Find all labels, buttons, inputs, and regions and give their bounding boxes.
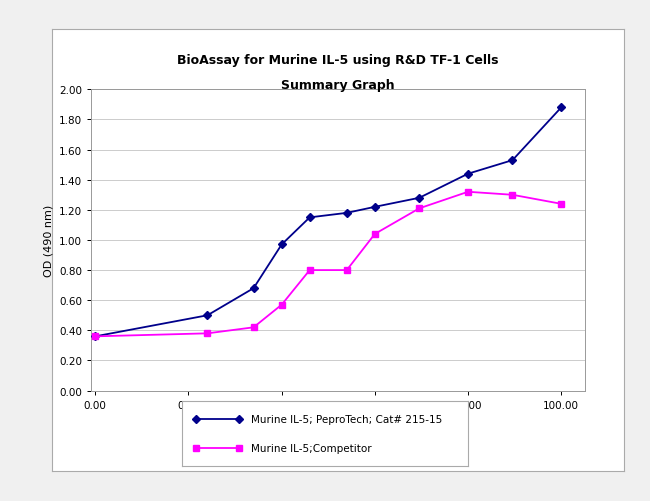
Murine IL-5; PeproTech; Cat# 215-15 [508,158,516,164]
Text: Summary Graph: Summary Graph [281,79,395,92]
Text: Murine IL-5;Competitor: Murine IL-5;Competitor [251,443,371,453]
Murine IL-5;Competitor [464,189,472,195]
Line: Murine IL-5;Competitor: Murine IL-5;Competitor [92,189,564,340]
Murine IL-5; PeproTech; Cat# 215-15 [464,171,472,177]
Murine IL-5;Competitor [557,201,565,207]
Murine IL-5;Competitor [415,206,423,212]
Murine IL-5; PeproTech; Cat# 215-15 [203,313,211,319]
Murine IL-5;Competitor [371,231,379,237]
Text: BioAssay for Murine IL-5 using R&D TF-1 Cells: BioAssay for Murine IL-5 using R&D TF-1 … [177,54,499,67]
Murine IL-5; PeproTech; Cat# 215-15 [557,105,565,111]
Line: Murine IL-5; PeproTech; Cat# 215-15: Murine IL-5; PeproTech; Cat# 215-15 [92,105,564,340]
Murine IL-5;Competitor [278,302,285,308]
Text: Murine IL-5; PeproTech; Cat# 215-15: Murine IL-5; PeproTech; Cat# 215-15 [251,414,442,424]
Murine IL-5; PeproTech; Cat# 215-15 [415,195,423,201]
Murine IL-5; PeproTech; Cat# 215-15 [250,286,257,292]
Murine IL-5;Competitor [250,325,257,331]
Murine IL-5; PeproTech; Cat# 215-15 [92,334,99,340]
Murine IL-5; PeproTech; Cat# 215-15 [371,204,379,210]
Murine IL-5;Competitor [92,334,99,340]
Murine IL-5;Competitor [203,331,211,337]
Murine IL-5;Competitor [306,268,313,274]
Murine IL-5; PeproTech; Cat# 215-15 [278,242,285,248]
Murine IL-5; PeproTech; Cat# 215-15 [343,210,351,216]
Murine IL-5; PeproTech; Cat# 215-15 [306,215,313,221]
Y-axis label: OD (490 nm): OD (490 nm) [44,204,53,277]
Murine IL-5;Competitor [343,268,351,274]
X-axis label: m-IL-5  (ng/ml) [log scale]: m-IL-5 (ng/ml) [log scale] [266,415,410,425]
Murine IL-5;Competitor [508,192,516,198]
